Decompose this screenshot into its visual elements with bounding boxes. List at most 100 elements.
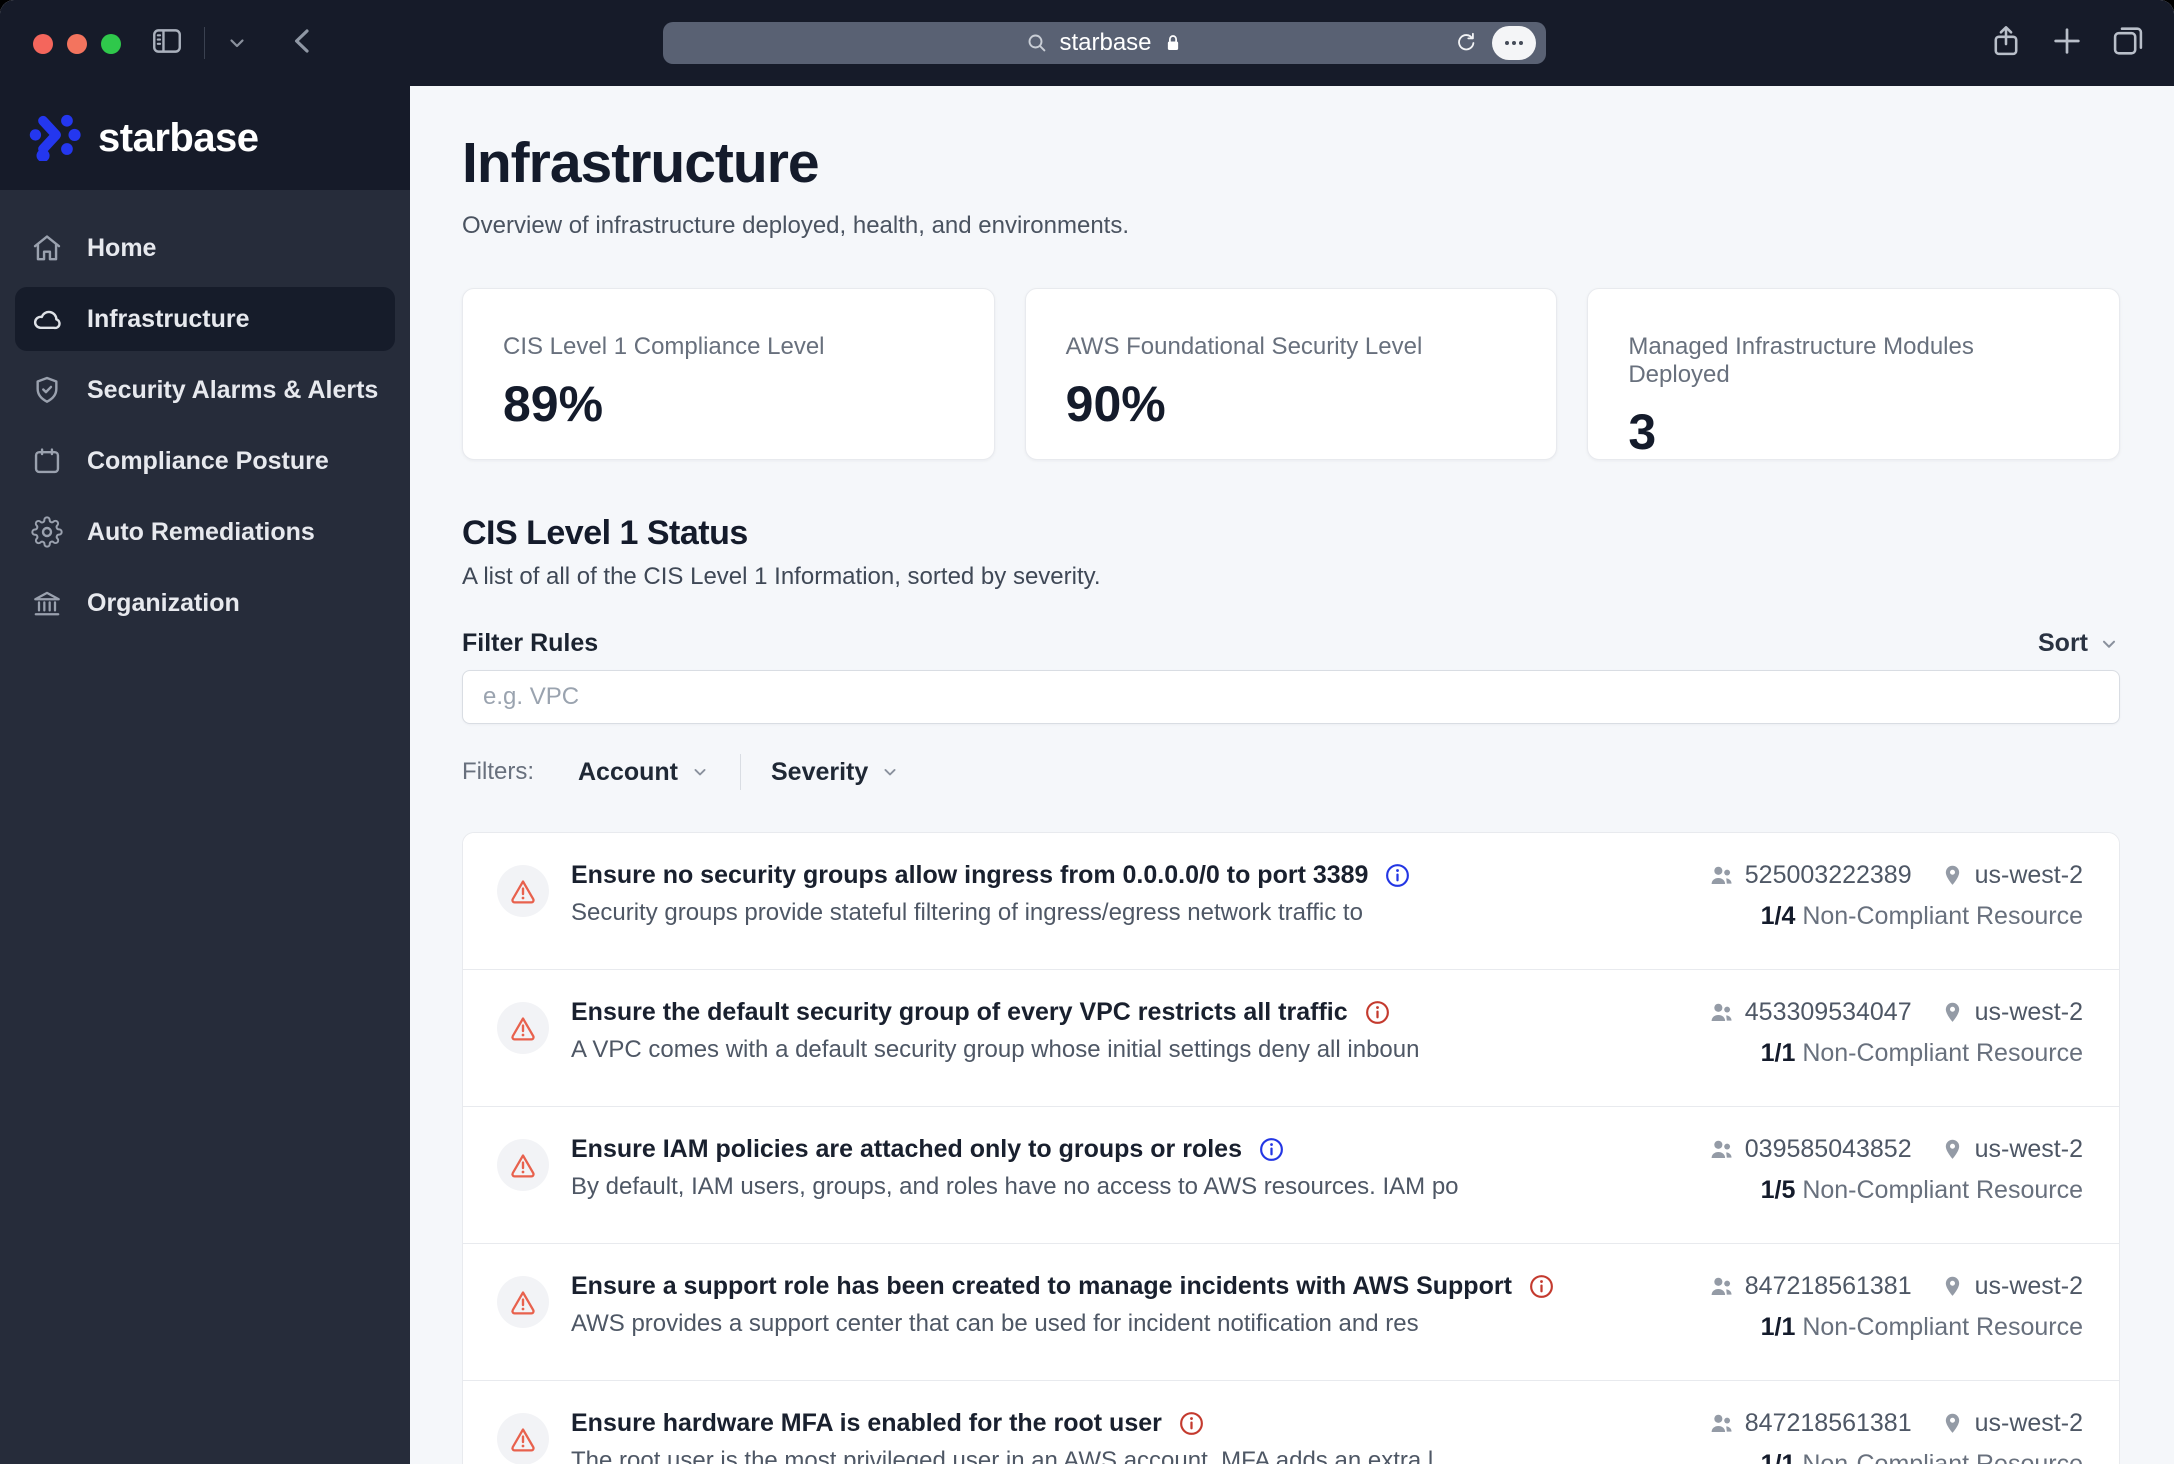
location-pin-icon — [1940, 863, 1965, 888]
tab-overview-icon[interactable] — [2110, 23, 2146, 64]
extensions-ellipsis-icon[interactable] — [1492, 26, 1536, 60]
warning-badge — [497, 1413, 549, 1464]
rule-text: Ensure the default security group of eve… — [571, 998, 1419, 1064]
sidebar-nav: Home Infrastructure Security Alarms & Al… — [0, 190, 410, 635]
starbase-logo-icon — [28, 111, 82, 166]
sidebar-item-infrastructure[interactable]: Infrastructure — [15, 287, 395, 351]
close-window-button[interactable] — [33, 34, 53, 54]
chevron-down-icon — [690, 762, 710, 782]
cis-rule-list: Ensure no security groups allow ingress … — [462, 832, 2120, 1464]
warning-triangle-icon — [511, 880, 535, 904]
account-users-icon — [1708, 999, 1735, 1026]
sidebar-item-label: Compliance Posture — [87, 446, 329, 475]
home-icon — [31, 232, 63, 264]
rule-row[interactable]: Ensure a support role has been created t… — [463, 1244, 2119, 1381]
account-users-icon — [1708, 1410, 1735, 1437]
rule-text: Ensure a support role has been created t… — [571, 1272, 1555, 1338]
sidebar-item-home[interactable]: Home — [15, 216, 395, 280]
severity-filter-label: Severity — [771, 757, 869, 786]
sidebar-item-organization[interactable]: Organization — [15, 571, 395, 635]
warning-triangle-icon — [511, 1428, 535, 1452]
non-compliant-count: 1/1 Non-Compliant Resource — [1760, 1450, 2083, 1464]
info-icon[interactable] — [1384, 862, 1411, 889]
info-icon[interactable] — [1258, 1136, 1285, 1163]
metric-label: AWS Foundational Security Level — [1065, 333, 1423, 360]
rule-title: Ensure IAM policies are attached only to… — [571, 1135, 1242, 1163]
toolbar-right — [1988, 0, 2146, 86]
account-id: 525003222389 — [1744, 861, 1912, 889]
metric-label: CIS Level 1 Compliance Level — [503, 333, 825, 360]
page-subtitle: Overview of infrastructure deployed, hea… — [462, 212, 1130, 239]
non-compliant-count: 1/4 Non-Compliant Resource — [1760, 902, 2083, 930]
chevron-down-icon — [880, 762, 900, 782]
browser-titlebar: starbase — [0, 0, 2174, 86]
metric-value: 3 — [1628, 404, 1657, 460]
rule-description: By default, IAM users, groups, and roles… — [571, 1173, 1459, 1200]
section-title: CIS Level 1 Status — [462, 514, 748, 552]
sidebar-toggle-icon[interactable] — [150, 24, 184, 63]
rule-row[interactable]: Ensure IAM policies are attached only to… — [463, 1107, 2119, 1244]
chevron-down-icon[interactable] — [225, 31, 249, 55]
account-id: 039585043852 — [1744, 1135, 1912, 1163]
rule-text: Ensure IAM policies are attached only to… — [571, 1135, 1459, 1201]
reload-icon[interactable] — [1454, 31, 1478, 55]
filter-header-row: Filter Rules Sort — [462, 629, 2120, 658]
info-icon[interactable] — [1178, 1410, 1205, 1437]
address-bar-actions — [1454, 22, 1536, 64]
location-pin-icon — [1940, 1000, 1965, 1025]
address-bar[interactable]: starbase — [663, 22, 1546, 64]
metric-value: 90% — [1065, 376, 1166, 432]
brand-name: starbase — [98, 115, 259, 160]
rule-meta: 039585043852 us-west-2 1/5 Non-Compliant… — [1708, 1135, 2083, 1205]
region: us-west-2 — [1974, 998, 2083, 1026]
sidebar-item-auto-remediations[interactable]: Auto Remediations — [15, 500, 395, 564]
brand: starbase — [0, 86, 410, 190]
sidebar-item-label: Infrastructure — [87, 304, 250, 333]
rule-description: A VPC comes with a default security grou… — [571, 1036, 1420, 1063]
severity-filter-dropdown[interactable]: Severity — [771, 758, 900, 787]
warning-badge — [497, 1139, 549, 1191]
new-tab-icon[interactable] — [2050, 24, 2084, 63]
sidebar-item-security-alarms[interactable]: Security Alarms & Alerts — [15, 358, 395, 422]
filter-rules-label: Filter Rules — [462, 629, 599, 657]
account-filter-dropdown[interactable]: Account — [578, 758, 710, 787]
filters-caption: Filters: — [462, 758, 534, 785]
rule-row[interactable]: Ensure the default security group of eve… — [463, 970, 2119, 1107]
metric-value: 89% — [503, 376, 604, 432]
filter-rules-input[interactable] — [462, 670, 2120, 724]
account-users-icon — [1708, 1273, 1735, 1300]
toolbar-divider — [204, 27, 205, 59]
back-button[interactable] — [287, 25, 319, 62]
rule-meta: 525003222389 us-west-2 1/4 Non-Compliant… — [1708, 861, 2083, 931]
rule-description: The root user is the most privileged use… — [571, 1447, 1434, 1464]
cloud-icon — [31, 303, 63, 335]
lock-icon — [1162, 32, 1184, 54]
rule-row[interactable]: Ensure no security groups allow ingress … — [463, 833, 2119, 970]
zoom-window-button[interactable] — [101, 34, 121, 54]
sidebar-item-label: Security Alarms & Alerts — [87, 375, 379, 404]
traffic-lights — [33, 34, 121, 54]
rule-meta: 847218561381 us-west-2 1/1 Non-Compliant… — [1708, 1409, 2083, 1464]
location-pin-icon — [1940, 1411, 1965, 1436]
rule-row[interactable]: Ensure hardware MFA is enabled for the r… — [463, 1381, 2119, 1464]
sidebar-item-label: Organization — [87, 588, 240, 617]
non-compliant-count: 1/1 Non-Compliant Resource — [1760, 1313, 2083, 1341]
rule-title: Ensure no security groups allow ingress … — [571, 861, 1369, 889]
region: us-west-2 — [1974, 1272, 2083, 1300]
filters-bar: Filters: Account Severity — [462, 754, 2120, 790]
chevron-down-icon — [2098, 633, 2120, 655]
sidebar-item-compliance-posture[interactable]: Compliance Posture — [15, 429, 395, 493]
search-icon — [1025, 31, 1049, 55]
warning-triangle-icon — [511, 1291, 535, 1315]
info-icon[interactable] — [1364, 999, 1391, 1026]
toolbar-left — [150, 0, 319, 86]
info-icon[interactable] — [1528, 1273, 1555, 1300]
share-icon[interactable] — [1988, 23, 2024, 64]
calendar-icon — [31, 445, 63, 477]
warning-triangle-icon — [511, 1017, 535, 1041]
minimize-window-button[interactable] — [67, 34, 87, 54]
location-pin-icon — [1940, 1274, 1965, 1299]
warning-triangle-icon — [511, 1154, 535, 1178]
sort-button[interactable]: Sort — [2038, 629, 2120, 658]
